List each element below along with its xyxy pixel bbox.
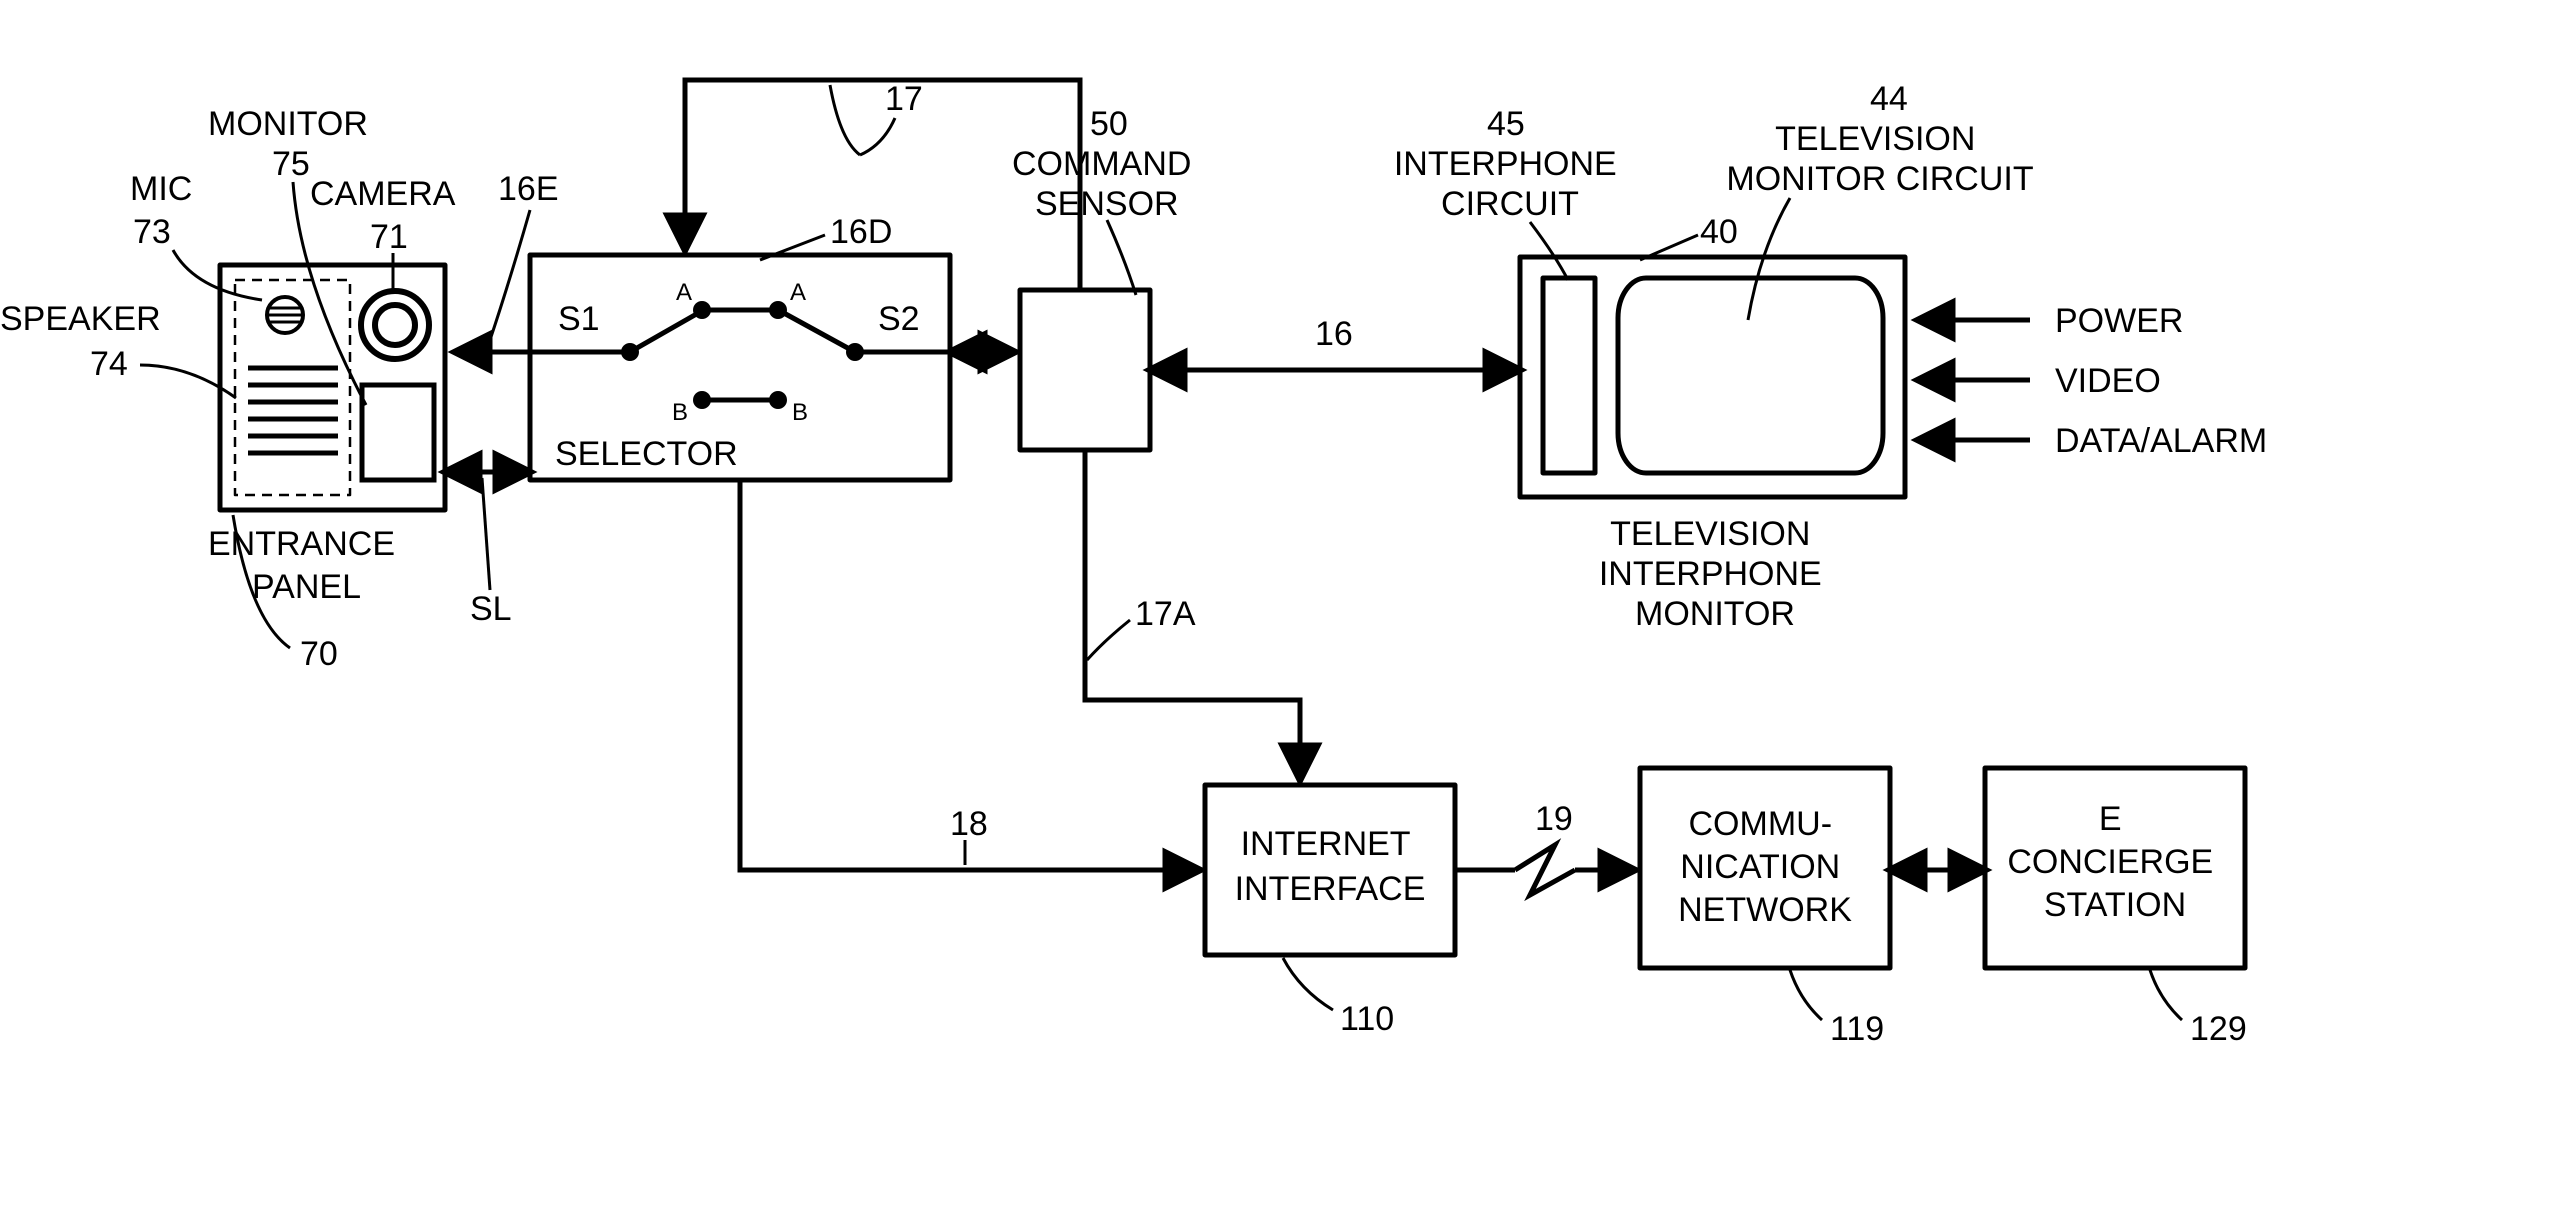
contact-a1: A (676, 279, 692, 306)
camera-icon (361, 291, 429, 359)
svg-text:17A: 17A (1135, 595, 1196, 633)
ref-16: 16 (1315, 315, 1353, 353)
interphone-circuit-label: INTERPHONE CIRCUIT (1394, 145, 1626, 223)
camera-ref: 71 (370, 218, 408, 256)
link-17: 17 (685, 80, 1080, 290)
interphone-circuit-ref: 45 (1487, 105, 1525, 143)
link-18: 18 (740, 480, 1200, 870)
command-sensor-box (1020, 290, 1150, 450)
svg-text:19: 19 (1535, 800, 1573, 838)
data-alarm-label: DATA/ALARM (2055, 422, 2267, 460)
contact-b2: B (792, 399, 808, 426)
speaker-icon (267, 297, 303, 333)
speaker-ref: 74 (90, 345, 128, 383)
selector-label: SELECTOR (555, 435, 738, 473)
command-sensor-label: COMMAND SENSOR (1012, 145, 1201, 223)
link-17a: 17A (1085, 450, 1300, 780)
tv-circuit-ref: 44 (1870, 80, 1908, 118)
contact-a2: A (790, 279, 806, 306)
s1-label: S1 (558, 300, 600, 338)
ref-40: 40 (1700, 213, 1738, 251)
entrance-panel-ref: 70 (300, 635, 338, 673)
tv-interphone-label: TELEVISION INTERPHONE MONITOR (1599, 515, 1831, 633)
svg-text:18: 18 (950, 805, 988, 843)
mic-label: MIC (130, 170, 192, 208)
internet-interface-label: INTERNET INTERFACE (1235, 825, 1426, 908)
svg-text:17: 17 (885, 80, 923, 118)
system-block-diagram: MIC 73 SPEAKER 74 MONITOR 75 CAMERA 71 E… (0, 0, 2571, 1231)
ref-110: 110 (1340, 1000, 1394, 1038)
inputs: POWER VIDEO DATA/ALARM (1918, 302, 2267, 460)
mic-ref: 73 (133, 213, 171, 251)
monitor-ref: 75 (272, 145, 310, 183)
s2-label: S2 (878, 300, 920, 338)
video-label: VIDEO (2055, 362, 2161, 400)
link-19: 19 (1455, 800, 1635, 895)
comm-network-label: COMMU- NICATION NETWORK (1678, 805, 1852, 929)
selector-box: S1 S2 A A B B SELECTOR (530, 255, 950, 480)
grille-icon (248, 368, 338, 453)
power-label: POWER (2055, 302, 2183, 340)
ref-129: 129 (2190, 1010, 2247, 1048)
concierge-label: E CONCIERGE STATION (2007, 800, 2222, 924)
monitor-icon (362, 385, 434, 480)
tv-interphone (1520, 257, 1905, 497)
entrance-panel (220, 265, 445, 510)
monitor-label: MONITOR (208, 105, 368, 143)
ref-16e: 16E (498, 170, 559, 208)
camera-label: CAMERA (310, 175, 456, 213)
ref-119: 119 (1830, 1010, 1884, 1048)
contact-b1: B (672, 399, 688, 426)
command-sensor-ref: 50 (1090, 105, 1128, 143)
tv-circuit-label: TELEVISION MONITOR CIRCUIT (1726, 120, 2033, 198)
ref-16d: 16D (830, 213, 892, 251)
sl-label: SL (470, 590, 512, 628)
speaker-label: SPEAKER (0, 300, 161, 338)
